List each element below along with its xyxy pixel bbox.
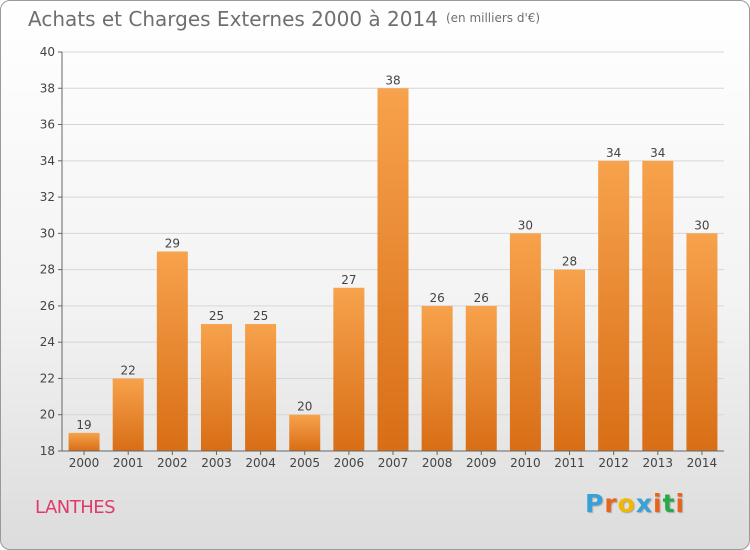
bar-value-label: 19 (76, 418, 91, 432)
bar-2014 (686, 233, 718, 451)
title-unit: (en milliers d'€) (445, 11, 541, 25)
y-tick-label: 22 (40, 371, 55, 385)
y-tick-label: 20 (40, 408, 55, 422)
y-tick-label: 30 (40, 226, 55, 240)
logo-letter: i (653, 489, 663, 518)
bar-value-label: 30 (694, 218, 709, 232)
bar-value-label: 26 (474, 291, 489, 305)
proxiti-logo[interactable]: Proxiti (585, 489, 685, 518)
bar-value-label: 20 (297, 400, 312, 414)
logo-letter: r (604, 489, 618, 518)
bar-value-label: 22 (121, 363, 136, 377)
x-tick-label: 2007 (378, 456, 409, 470)
town-name: LANTHES (35, 497, 116, 518)
bar-value-label: 25 (209, 309, 224, 323)
bar-2013 (642, 160, 674, 451)
logo-letter: i (675, 489, 686, 518)
bar-value-label: 28 (562, 255, 577, 269)
bar-2004 (245, 324, 277, 451)
bar-2000 (68, 432, 100, 451)
x-tick-label: 2003 (201, 456, 232, 470)
bar-value-label: 30 (518, 218, 533, 232)
logo-letter: t (662, 489, 676, 518)
logo-letter: x (635, 489, 653, 518)
bar-value-label: 27 (341, 273, 356, 287)
bar-value-label: 38 (385, 73, 400, 87)
bar-2003 (200, 324, 232, 451)
y-tick-label: 18 (40, 444, 55, 458)
bar-2009 (465, 305, 497, 451)
y-tick-label: 26 (40, 299, 55, 313)
logo-letter: P (585, 489, 605, 518)
bar-2001 (112, 378, 144, 451)
y-tick-label: 38 (40, 81, 55, 95)
y-tick-label: 24 (40, 335, 55, 349)
bars: 19 22 29 25 25 20 27 38 26 26 30 28 34 34 30 (68, 73, 718, 451)
bar-2006 (333, 287, 365, 451)
x-tick-label: 2008 (422, 456, 453, 470)
x-tick-label: 2006 (334, 456, 365, 470)
bar-value-label: 34 (606, 146, 621, 160)
bar-2010 (509, 233, 541, 451)
x-tick-label: 2005 (289, 456, 320, 470)
y-tick-label: 28 (40, 263, 55, 277)
y-tick-label: 36 (40, 118, 55, 132)
chart-title: Achats et Charges Externes 2000 à 2014 (e… (28, 7, 540, 31)
bar-value-label: 29 (165, 237, 180, 251)
bar-2012 (598, 160, 630, 451)
x-tick-label: 2002 (157, 456, 188, 470)
x-tick-label: 2012 (598, 456, 629, 470)
x-tick-label: 2000 (69, 456, 100, 470)
axes: 18 20 22 24 26 28 30 32 34 36 38 40 2000 2001 2002 2003… (40, 45, 724, 470)
bar-2007 (377, 88, 409, 451)
bar-value-label: 26 (429, 291, 444, 305)
bar-2008 (421, 305, 453, 451)
x-tick-label: 2013 (643, 456, 674, 470)
bar-value-label: 25 (253, 309, 268, 323)
x-tick-label: 2001 (113, 456, 144, 470)
y-tick-label: 40 (40, 45, 55, 59)
x-tick-label: 2011 (554, 456, 585, 470)
y-tick-label: 34 (40, 154, 55, 168)
x-tick-label: 2009 (466, 456, 497, 470)
y-tick-label: 32 (40, 190, 55, 204)
bar-2005 (289, 414, 321, 451)
bar-2011 (554, 269, 586, 451)
bar-value-label: 34 (650, 146, 665, 160)
logo-letter: o (617, 489, 636, 518)
bar-2002 (156, 251, 188, 451)
x-tick-label: 2010 (510, 456, 541, 470)
x-tick-label: 2014 (687, 456, 718, 470)
x-tick-label: 2004 (245, 456, 276, 470)
title-text: Achats et Charges Externes 2000 à 2014 (28, 7, 438, 31)
